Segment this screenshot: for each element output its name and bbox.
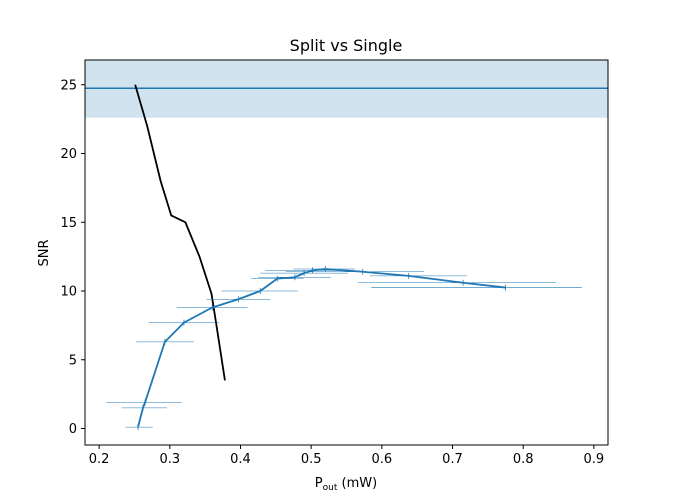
x-axis-label-unit: (mW) bbox=[337, 476, 377, 491]
x-tick-label-7: 0.9 bbox=[584, 452, 605, 467]
x-tick-label-4: 0.6 bbox=[371, 452, 392, 467]
x-tick-label-0: 0.2 bbox=[89, 452, 110, 467]
chart-title: Split vs Single bbox=[290, 36, 403, 55]
y-tick-label-5: 25 bbox=[60, 78, 77, 93]
axis-ticks: 0.2 0.3 0.4 0.5 0.6 0.7 0.8 0.9 0 5 10 15 20 25 bbox=[60, 78, 604, 467]
y-tick-label-1: 5 bbox=[69, 353, 77, 368]
series-1-line bbox=[137, 268, 506, 428]
x-tick-label-6: 0.8 bbox=[513, 452, 534, 467]
x-tick-label-2: 0.4 bbox=[230, 452, 251, 467]
plot-content bbox=[85, 60, 608, 431]
y-tick-label-3: 15 bbox=[60, 216, 77, 231]
x-axis-label-main: P bbox=[315, 476, 323, 491]
x-tick-label-3: 0.5 bbox=[301, 452, 322, 467]
x-tick-label-5: 0.7 bbox=[442, 452, 463, 467]
x-tick-label-1: 0.3 bbox=[159, 452, 180, 467]
plot-frame bbox=[84, 59, 609, 446]
y-axis-label: SNR bbox=[37, 239, 52, 266]
y-tick-label-0: 0 bbox=[69, 422, 77, 437]
y-tick-label-2: 10 bbox=[60, 285, 77, 300]
x-axis-label-subscript: out bbox=[323, 483, 338, 493]
y-tick-label-4: 20 bbox=[60, 147, 77, 162]
x-axis-label: Pout (mW) bbox=[315, 476, 377, 493]
plot-area bbox=[85, 60, 608, 431]
series-0-line bbox=[134, 84, 226, 381]
